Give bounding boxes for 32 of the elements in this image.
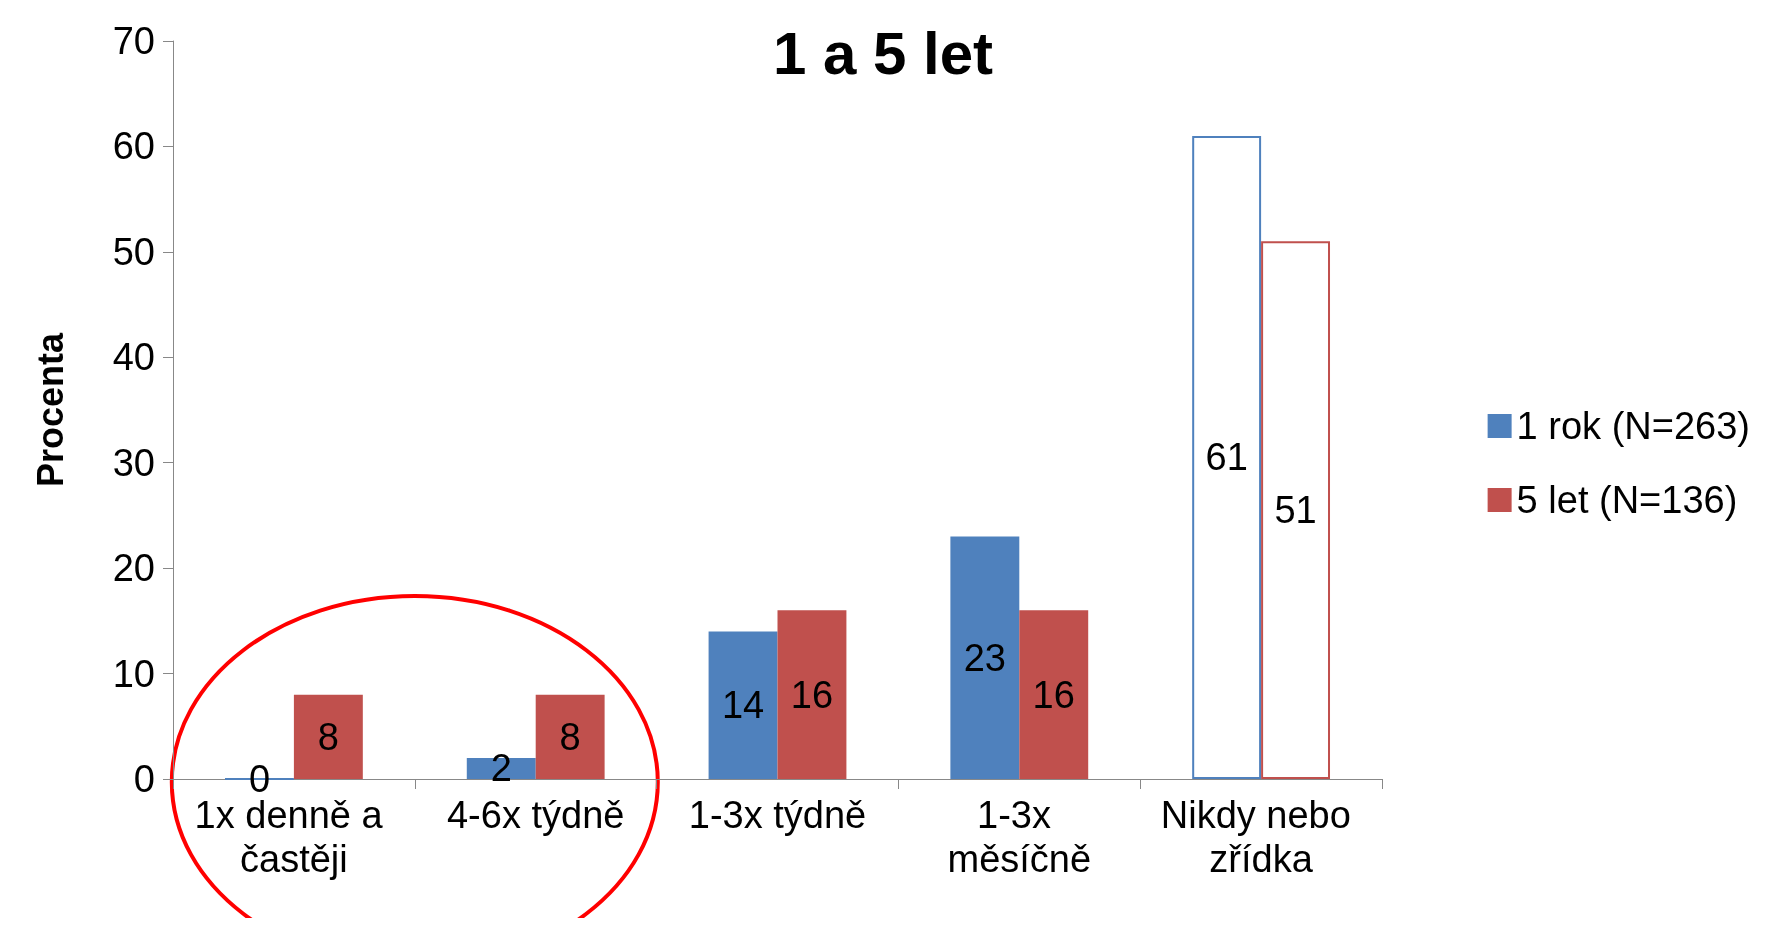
y-tick-label: 50 bbox=[112, 230, 155, 273]
y-axis-title: Procenta bbox=[29, 332, 71, 488]
x-tick-label: 4-6x týdně bbox=[446, 794, 625, 836]
legend-label: 5 let (N=136) bbox=[1516, 479, 1738, 521]
y-tick-label: 40 bbox=[112, 336, 155, 379]
y-tick-label: 30 bbox=[112, 441, 155, 484]
data-label: 61 bbox=[1205, 436, 1248, 479]
y-tick-label: 70 bbox=[112, 20, 155, 62]
y-tick-label: 60 bbox=[112, 125, 155, 168]
chart-title: 1 a 5 let bbox=[772, 19, 994, 87]
data-label: 8 bbox=[559, 715, 581, 758]
y-tick-label: 20 bbox=[112, 547, 155, 590]
x-tick-label: Nikdy nebo zřídka bbox=[1160, 794, 1362, 880]
data-label: 2 bbox=[490, 747, 512, 790]
data-label: 51 bbox=[1274, 489, 1317, 532]
bar bbox=[293, 694, 363, 779]
data-label: 8 bbox=[317, 715, 339, 758]
bar bbox=[777, 610, 847, 779]
x-tick-label: 1-3x měsíčně bbox=[947, 794, 1092, 880]
bar bbox=[708, 631, 778, 779]
bar bbox=[535, 694, 605, 779]
y-tick-label: 0 bbox=[133, 758, 155, 800]
y-tick-label: 10 bbox=[112, 652, 155, 695]
x-tick-label: 1-3x týdně bbox=[688, 794, 867, 836]
legend-label: 1 rok (N=263) bbox=[1516, 405, 1751, 447]
data-label: 16 bbox=[790, 673, 834, 716]
x-tick-label: 1x denně a častěji bbox=[194, 794, 394, 880]
bar bbox=[950, 536, 1020, 779]
data-label: 14 bbox=[721, 684, 765, 727]
data-label: 16 bbox=[1032, 673, 1075, 716]
bar bbox=[1019, 610, 1089, 779]
data-label: 23 bbox=[963, 636, 1006, 679]
